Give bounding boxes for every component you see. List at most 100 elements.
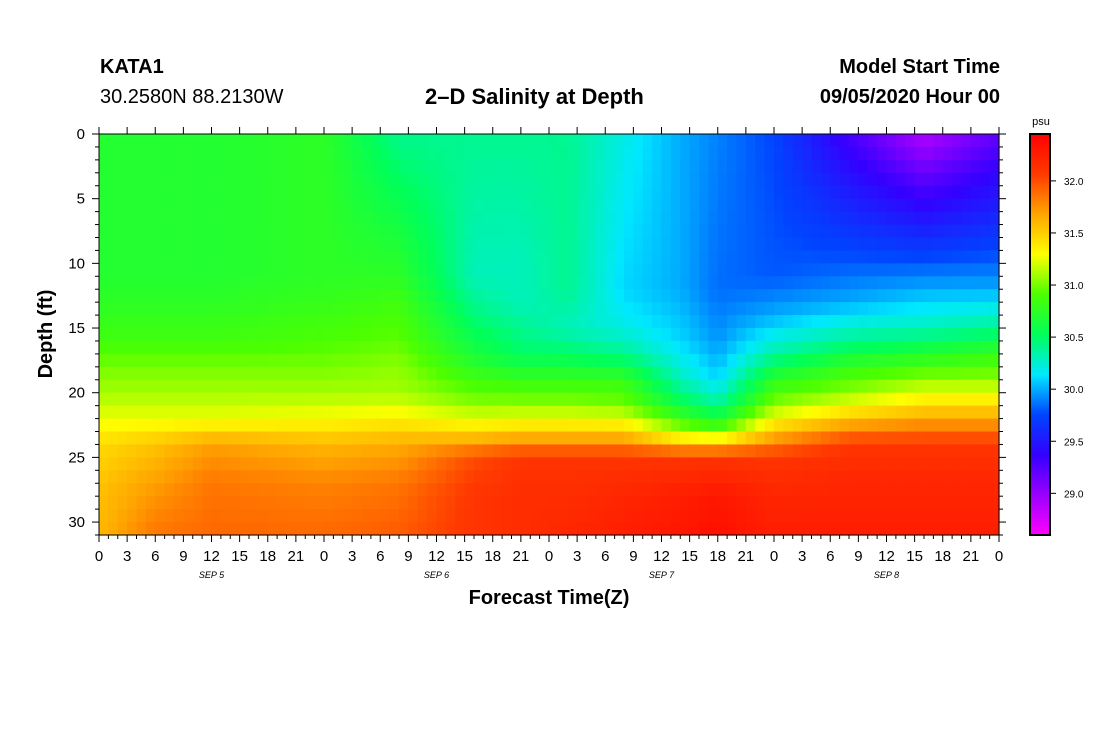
heatmap-cell bbox=[539, 250, 550, 264]
heatmap-cell bbox=[699, 522, 709, 536]
heatmap-cell bbox=[586, 315, 597, 329]
heatmap-cell bbox=[539, 315, 550, 329]
heatmap-cell bbox=[183, 159, 194, 174]
heatmap-cell bbox=[380, 470, 391, 484]
heatmap-cell bbox=[220, 340, 231, 355]
heatmap-cell bbox=[539, 392, 550, 407]
heatmap-cell bbox=[755, 340, 766, 355]
heatmap-cell bbox=[539, 263, 550, 277]
heatmap-cell bbox=[980, 444, 991, 458]
heatmap-cell bbox=[511, 496, 522, 510]
heatmap-cell bbox=[370, 444, 381, 458]
heatmap-cell bbox=[961, 146, 972, 161]
heatmap-cell bbox=[502, 457, 513, 471]
heatmap-cell bbox=[952, 172, 963, 187]
heatmap-cell bbox=[774, 483, 784, 497]
heatmap-cell bbox=[811, 276, 822, 290]
heatmap-cell bbox=[877, 289, 888, 303]
heatmap-cell bbox=[820, 405, 831, 420]
heatmap-cell bbox=[408, 328, 419, 342]
heatmap-cell bbox=[380, 483, 391, 497]
heatmap-cell bbox=[108, 250, 119, 264]
heatmap-cell bbox=[136, 509, 147, 523]
heatmap-cell bbox=[483, 224, 494, 239]
heatmap-cell bbox=[464, 134, 475, 148]
station-id: KATA1 bbox=[100, 56, 164, 78]
heatmap-cell bbox=[849, 353, 859, 368]
heatmap-cell bbox=[417, 159, 428, 174]
heatmap-cell bbox=[333, 172, 344, 187]
heatmap-cell bbox=[370, 522, 381, 536]
heatmap-cell bbox=[502, 250, 513, 264]
heatmap-cell bbox=[117, 405, 128, 420]
heatmap-cell bbox=[99, 289, 109, 303]
heatmap-cell bbox=[164, 185, 175, 200]
heatmap-cell bbox=[558, 211, 569, 226]
heatmap-cell bbox=[295, 250, 306, 264]
heatmap-cell bbox=[970, 522, 981, 536]
heatmap-cell bbox=[539, 353, 550, 368]
heatmap-cell bbox=[755, 250, 766, 264]
heatmap-cell bbox=[389, 379, 400, 394]
heatmap-cell bbox=[99, 237, 109, 252]
heatmap-cell bbox=[586, 457, 597, 471]
heatmap-cell bbox=[952, 353, 963, 368]
heatmap-cell bbox=[295, 302, 306, 316]
heatmap-cell bbox=[502, 315, 513, 329]
heatmap-cell bbox=[933, 470, 944, 484]
heatmap-cell bbox=[792, 457, 803, 471]
heatmap-cell bbox=[445, 159, 456, 174]
heatmap-cell bbox=[361, 405, 372, 420]
heatmap-cell bbox=[736, 146, 747, 161]
heatmap-cell bbox=[230, 405, 241, 420]
heatmap-cell bbox=[905, 172, 916, 187]
heatmap-cell bbox=[933, 353, 944, 368]
heatmap-cell bbox=[436, 431, 447, 446]
heatmap-cell bbox=[333, 159, 344, 174]
heatmap-cell bbox=[670, 496, 681, 510]
heatmap-cell bbox=[220, 392, 231, 407]
heatmap-cell bbox=[755, 392, 766, 407]
heatmap-cell bbox=[839, 444, 850, 458]
heatmap-cell bbox=[370, 509, 381, 523]
heatmap-cell bbox=[849, 276, 859, 290]
heatmap-cell bbox=[417, 146, 428, 161]
heatmap-cell bbox=[174, 198, 184, 213]
heatmap-cell bbox=[783, 509, 794, 523]
heatmap-cell bbox=[549, 353, 559, 368]
heatmap-cell bbox=[942, 340, 953, 355]
heatmap-cell bbox=[380, 392, 391, 407]
heatmap-cell bbox=[820, 198, 831, 213]
heatmap-cell bbox=[820, 146, 831, 161]
heatmap-cell bbox=[183, 366, 194, 381]
heatmap-cell bbox=[127, 250, 138, 264]
heatmap-cell bbox=[933, 457, 944, 471]
heatmap-cell bbox=[624, 379, 634, 394]
heatmap-cell bbox=[399, 172, 409, 187]
heatmap-cell bbox=[295, 172, 306, 187]
heatmap-cell bbox=[258, 366, 269, 381]
heatmap-cell bbox=[661, 185, 672, 200]
heatmap-cell bbox=[174, 392, 184, 407]
heatmap-cell bbox=[774, 289, 784, 303]
heatmap-cell bbox=[792, 263, 803, 277]
heatmap-cell bbox=[117, 198, 128, 213]
heatmap-cell bbox=[633, 457, 644, 471]
heatmap-cell bbox=[802, 340, 813, 355]
heatmap-cell bbox=[802, 405, 813, 420]
heatmap-cell bbox=[267, 276, 278, 290]
heatmap-cell bbox=[474, 315, 484, 329]
heatmap-cell bbox=[764, 353, 775, 368]
heatmap-cell bbox=[614, 509, 625, 523]
heatmap-cell bbox=[108, 185, 119, 200]
heatmap-cell bbox=[764, 315, 775, 329]
heatmap-cell bbox=[652, 457, 663, 471]
heatmap-cell bbox=[520, 237, 531, 252]
heatmap-cell bbox=[389, 444, 400, 458]
heatmap-cell bbox=[670, 522, 681, 536]
heatmap-cell bbox=[305, 353, 316, 368]
heatmap-cell bbox=[624, 470, 634, 484]
heatmap-cell bbox=[389, 302, 400, 316]
heatmap-cell bbox=[249, 483, 259, 497]
heatmap-cell bbox=[886, 211, 897, 226]
